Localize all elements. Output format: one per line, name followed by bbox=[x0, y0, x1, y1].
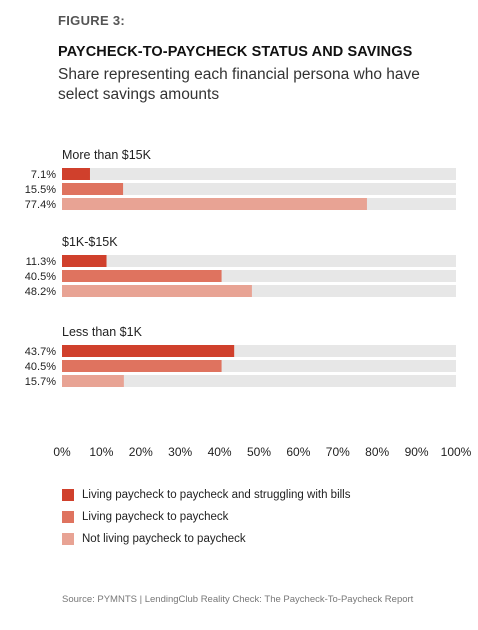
chart-subtitle: Share representing each financial person… bbox=[58, 66, 420, 103]
bar bbox=[62, 360, 222, 372]
x-tick-label: 40% bbox=[208, 445, 232, 459]
group-label: More than $15K bbox=[62, 148, 152, 162]
x-tick-label: 80% bbox=[365, 445, 389, 459]
bar-track bbox=[62, 255, 456, 267]
x-tick-label: 10% bbox=[89, 445, 113, 459]
bar-track bbox=[62, 168, 456, 180]
bar-chart: More than $15K 7.1% 15.5% 77.4% $1K-$15K 11.3… bbox=[25, 148, 472, 459]
bar bbox=[62, 345, 235, 357]
bar bbox=[62, 168, 90, 180]
legend-item-paycheck: Living paycheck to paycheck bbox=[62, 511, 228, 523]
legend-swatch bbox=[62, 489, 74, 501]
legend-label: Living paycheck to paycheck bbox=[82, 511, 229, 523]
figure-label: FIGURE 3: bbox=[58, 13, 125, 28]
data-label: 48.2% bbox=[25, 286, 56, 298]
group-label: Less than $1K bbox=[62, 325, 143, 339]
bar bbox=[62, 183, 124, 195]
x-tick-label: 0% bbox=[53, 445, 71, 459]
legend-label: Not living paycheck to paycheck bbox=[82, 533, 246, 545]
source-note: Source: PYMNTS | LendingClub Reality Che… bbox=[62, 594, 414, 605]
legend-label: Living paycheck to paycheck and struggli… bbox=[82, 489, 351, 501]
bar bbox=[62, 198, 367, 210]
data-label: 43.7% bbox=[25, 346, 56, 358]
data-label: 15.5% bbox=[25, 184, 56, 196]
legend-item-struggling: Living paycheck to paycheck and struggli… bbox=[62, 489, 350, 501]
bar bbox=[62, 285, 252, 297]
x-tick-label: 90% bbox=[405, 445, 429, 459]
data-label: 40.5% bbox=[25, 271, 56, 283]
legend-item-not-paycheck: Not living paycheck to paycheck bbox=[62, 533, 246, 545]
data-label: 40.5% bbox=[25, 361, 56, 373]
bar bbox=[62, 255, 107, 267]
bar-track bbox=[62, 375, 456, 387]
bar bbox=[62, 270, 222, 282]
legend-swatch bbox=[62, 533, 74, 545]
group-label: $1K-$15K bbox=[62, 235, 118, 249]
x-tick-label: 70% bbox=[326, 445, 350, 459]
bar bbox=[62, 375, 124, 387]
x-tick-label: 20% bbox=[129, 445, 153, 459]
x-tick-label: 30% bbox=[168, 445, 192, 459]
x-tick-label: 50% bbox=[247, 445, 271, 459]
data-label: 15.7% bbox=[25, 376, 56, 388]
data-label: 77.4% bbox=[25, 199, 56, 211]
chart-title: PAYCHECK-TO-PAYCHECK STATUS AND SAVINGS bbox=[58, 44, 413, 60]
data-label: 7.1% bbox=[31, 169, 56, 181]
x-tick-label: 100% bbox=[441, 445, 472, 459]
bar-track bbox=[62, 183, 456, 195]
data-label: 11.3% bbox=[26, 256, 57, 268]
legend-swatch bbox=[62, 511, 74, 523]
x-tick-label: 60% bbox=[286, 445, 310, 459]
